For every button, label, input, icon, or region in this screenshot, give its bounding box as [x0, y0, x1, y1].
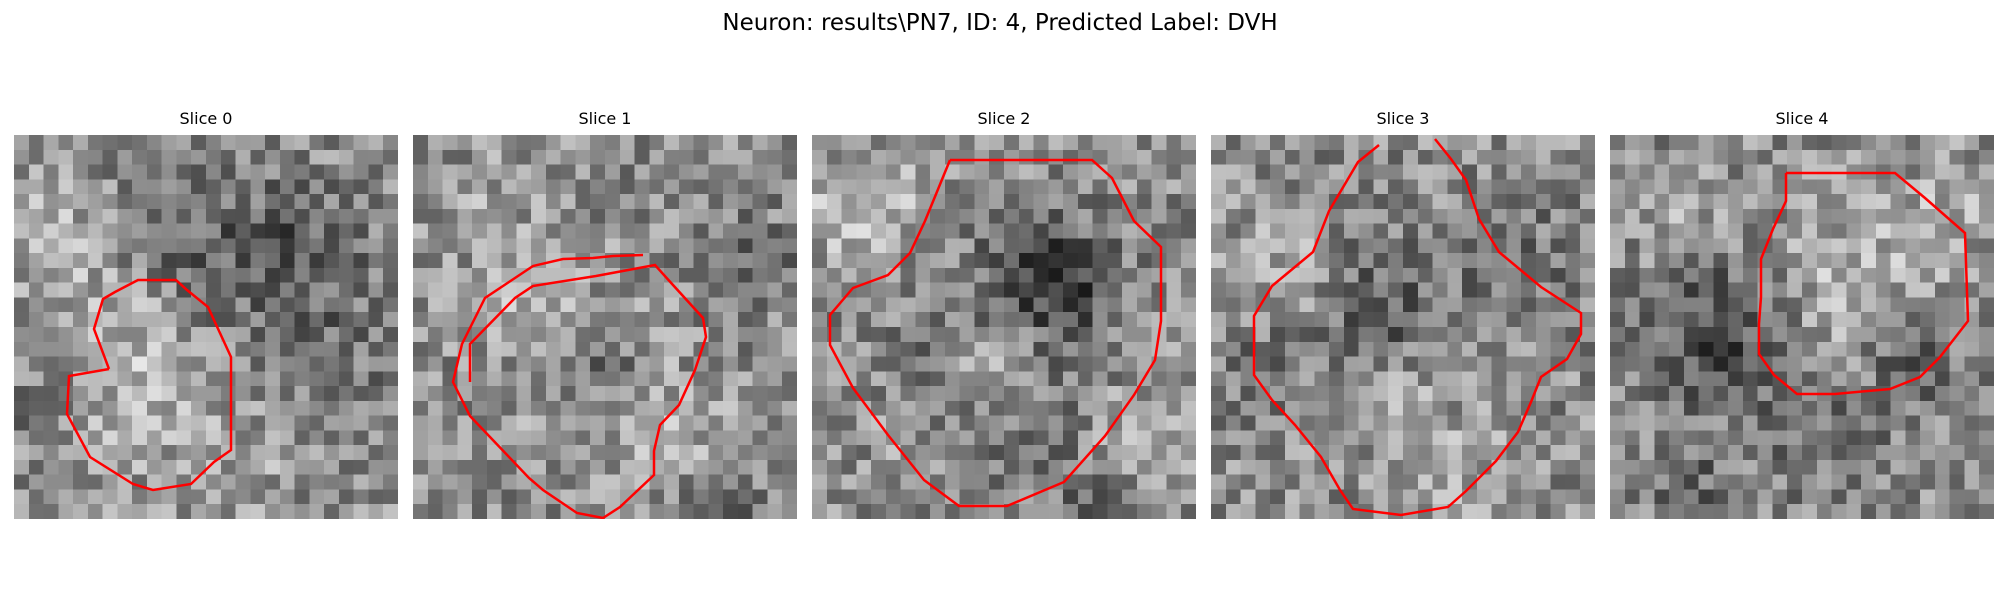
- roi-contour: [451, 253, 708, 519]
- microscopy-image: [1610, 135, 1994, 519]
- slice-panel-4: Slice 4: [1610, 109, 1994, 519]
- figure-title: Neuron: results\PN7, ID: 4, Predicted La…: [722, 10, 1278, 36]
- slice-title-2: Slice 2: [977, 109, 1031, 128]
- microscopy-image: [413, 135, 797, 519]
- microscopy-image: [14, 135, 398, 519]
- slice-panel-0: Slice 0: [14, 109, 398, 519]
- roi-contour: [1757, 171, 1970, 396]
- roi-contour: [1252, 138, 1583, 517]
- slice-title-4: Slice 4: [1775, 109, 1829, 128]
- microscopy-image: [1211, 135, 1595, 519]
- roi-contour: [828, 158, 1163, 508]
- slice-panel-2: Slice 2: [812, 109, 1196, 519]
- slice-panel-3: Slice 3: [1211, 109, 1595, 519]
- slice-title-1: Slice 1: [578, 109, 632, 128]
- slice-image-3: [1211, 135, 1595, 519]
- roi-contour: [65, 278, 233, 492]
- slice-image-1: [413, 135, 797, 519]
- microscopy-image: [812, 135, 1196, 519]
- slice-panel-1: Slice 1: [413, 109, 797, 519]
- slice-image-4: [1610, 135, 1994, 519]
- slice-image-0: [14, 135, 398, 519]
- slice-title-3: Slice 3: [1376, 109, 1430, 128]
- slice-image-2: [812, 135, 1196, 519]
- slice-title-0: Slice 0: [179, 109, 233, 128]
